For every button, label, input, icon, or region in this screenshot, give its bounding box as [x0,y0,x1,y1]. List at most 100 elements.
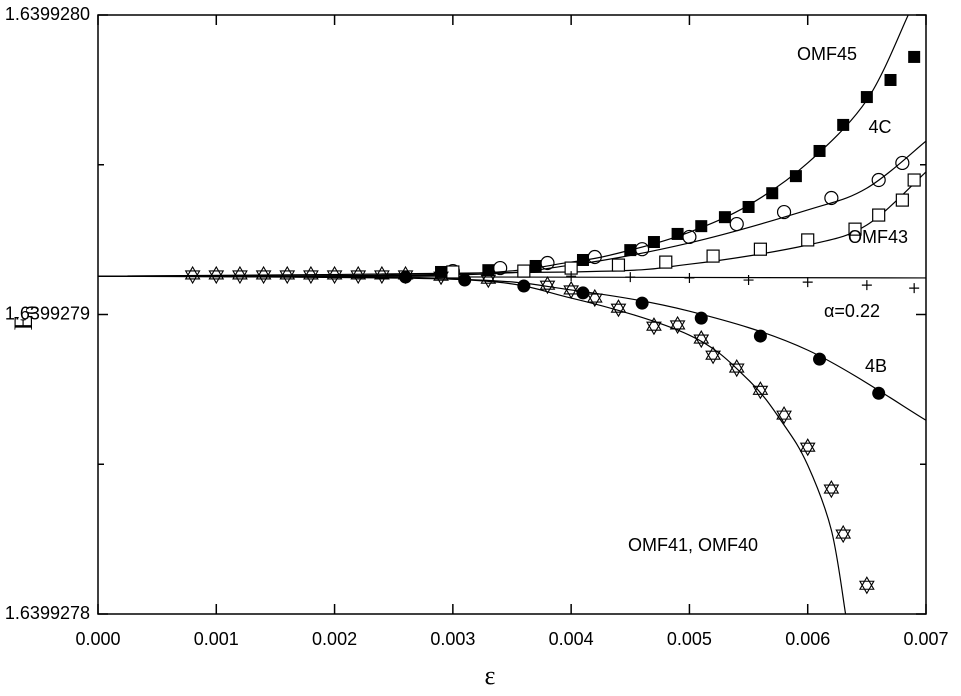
marker-filled-circle [813,352,827,366]
marker-star [232,265,248,285]
annotation: α=0.22 [824,301,880,321]
markers [184,50,921,595]
marker-open-square [753,242,768,256]
marker-filled-square [908,50,921,63]
y-tick-label: 1.6399279 [5,303,90,323]
x-tick-label: 0.001 [194,629,239,649]
annotation: OMF45 [797,44,857,64]
marker-plus [802,277,813,288]
fit-line [98,15,909,277]
marker-star [303,265,319,285]
marker-star [693,329,710,349]
marker-open-circle [682,229,697,245]
marker-open-circle [729,216,744,232]
marker-filled-square [624,244,637,257]
fit-line [98,140,926,277]
x-tick-label: 0.004 [549,629,594,649]
marker-filled-square [529,259,542,272]
marker-open-square [517,264,531,278]
marker-star [326,265,343,285]
marker-open-square [706,249,720,263]
x-tick-label: 0.003 [430,629,475,649]
marker-filled-circle [458,273,472,287]
marker-plus [909,283,920,294]
marker-star [279,265,296,285]
x-tick-label: 0.006 [785,629,830,649]
marker-filled-square [813,144,826,157]
marker-star [752,381,769,400]
fit-line [98,171,926,277]
marker-plus [625,272,636,283]
fit-line [98,275,847,614]
marker-filled-square [837,118,850,131]
marker-filled-circle [517,279,531,293]
marker-filled-square [576,253,589,266]
marker-open-circle [824,190,839,206]
marker-filled-circle [694,311,708,325]
marker-filled-square [766,187,779,200]
x-tick-label: 0.000 [75,629,120,649]
marker-open-circle [635,242,650,257]
marker-filled-circle [635,296,649,310]
y-tick-label: 1.6399280 [5,4,90,24]
marker-star [433,267,449,286]
marker-star [823,480,840,499]
marker-filled-square [695,220,708,233]
fit-line [98,275,926,421]
annotation: 4C [868,117,891,137]
annotation: OMF41, OMF40 [628,535,758,555]
plot-frame [97,14,927,615]
marker-star [646,317,662,336]
marker-star [858,576,875,595]
marker-star [835,524,852,544]
marker-open-square [907,173,921,187]
marker-open-circle [540,255,555,271]
marker-star [669,315,686,335]
marker-star [728,359,745,378]
marker-star [610,299,627,318]
marker-open-square [611,258,626,272]
marker-open-circle [587,249,602,265]
annotation: OMF43 [848,227,908,247]
marker-open-circle [871,172,886,188]
marker-star [208,265,225,285]
marker-plus [743,275,754,286]
y-axis-label-sub: 0 [22,306,42,315]
marker-filled-square [742,200,755,213]
marker-filled-square [647,236,660,249]
marker-open-circle [895,155,910,171]
marker-star [539,276,556,295]
marker-open-square [872,208,886,222]
marker-open-circle [776,204,792,220]
marker-filled-square [789,170,802,183]
marker-star [776,406,792,425]
marker-plus [684,272,695,283]
marker-star [586,288,603,308]
marker-filled-circle [753,329,767,343]
marker-star [184,265,201,285]
x-axis-label: ε [485,661,496,690]
annotation: 4B [865,356,887,376]
marker-star [705,346,721,365]
x-tick-label: 0.002 [312,629,357,649]
marker-filled-circle [576,286,590,300]
marker-open-square [659,255,673,269]
marker-star [397,265,414,285]
marker-star [563,280,580,300]
marker-filled-square [884,73,897,86]
marker-open-circle [493,260,508,276]
marker-filled-square [860,91,873,104]
marker-star [799,438,816,457]
x-tick-label: 0.005 [667,629,712,649]
y-tick-label: 1.6399278 [5,603,90,623]
marker-filled-circle [399,270,413,284]
marker-star [350,265,367,285]
marker-plus [861,280,872,291]
marker-plus [566,271,577,282]
marker-filled-square [671,227,684,240]
marker-open-square [848,222,862,236]
fit-lines [98,15,926,614]
marker-open-square [801,233,815,247]
